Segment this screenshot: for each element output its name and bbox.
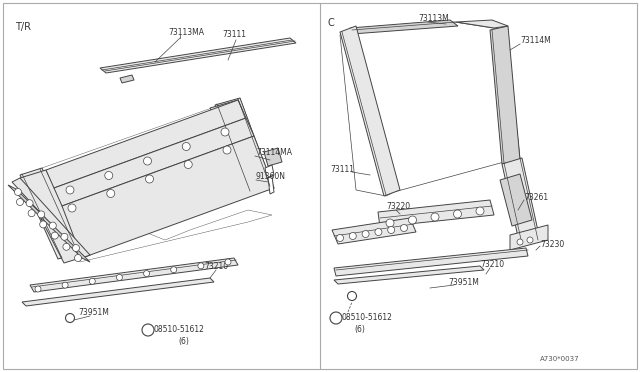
Circle shape: [28, 210, 35, 217]
Circle shape: [105, 171, 113, 180]
Polygon shape: [265, 165, 274, 178]
Circle shape: [349, 232, 356, 240]
Circle shape: [15, 189, 22, 196]
Text: 91360N: 91360N: [256, 172, 286, 181]
Polygon shape: [100, 38, 296, 73]
Polygon shape: [510, 225, 548, 250]
Polygon shape: [350, 20, 458, 34]
Circle shape: [330, 312, 342, 324]
Polygon shape: [42, 98, 272, 262]
Circle shape: [171, 267, 177, 273]
Circle shape: [62, 282, 68, 288]
Circle shape: [527, 237, 533, 243]
Circle shape: [116, 275, 122, 280]
Circle shape: [26, 200, 33, 207]
Text: 73113MA: 73113MA: [168, 28, 204, 37]
Polygon shape: [456, 20, 508, 28]
Text: 73113M: 73113M: [418, 14, 449, 23]
Circle shape: [17, 199, 24, 205]
Circle shape: [454, 210, 461, 218]
Polygon shape: [215, 98, 272, 192]
Circle shape: [49, 222, 56, 229]
Circle shape: [388, 227, 395, 234]
Polygon shape: [22, 278, 214, 306]
Polygon shape: [62, 136, 274, 258]
Polygon shape: [264, 148, 282, 166]
Polygon shape: [120, 75, 134, 83]
Circle shape: [90, 278, 95, 284]
Circle shape: [51, 232, 58, 239]
Circle shape: [348, 292, 356, 301]
Text: 73210: 73210: [204, 262, 228, 271]
Polygon shape: [334, 266, 484, 284]
Circle shape: [223, 146, 231, 154]
Text: (6): (6): [178, 337, 189, 346]
Polygon shape: [340, 26, 400, 196]
Circle shape: [145, 175, 154, 183]
Polygon shape: [210, 100, 274, 196]
Circle shape: [61, 233, 68, 240]
Polygon shape: [20, 170, 90, 263]
Text: 73220: 73220: [386, 202, 410, 211]
Text: (6): (6): [354, 325, 365, 334]
Text: 08510-51612: 08510-51612: [342, 313, 393, 322]
Circle shape: [65, 314, 74, 323]
Circle shape: [143, 157, 152, 165]
Polygon shape: [20, 168, 80, 259]
Text: 73114M: 73114M: [520, 36, 551, 45]
Polygon shape: [12, 178, 90, 258]
Circle shape: [386, 219, 394, 227]
Circle shape: [184, 160, 192, 169]
Circle shape: [38, 211, 45, 218]
Text: 73230: 73230: [540, 240, 564, 249]
Polygon shape: [54, 118, 254, 206]
Circle shape: [142, 324, 154, 336]
Circle shape: [375, 228, 382, 235]
Circle shape: [40, 221, 47, 228]
Text: 73951M: 73951M: [78, 308, 109, 317]
Polygon shape: [268, 176, 274, 194]
Polygon shape: [340, 22, 520, 196]
Circle shape: [182, 142, 190, 151]
Circle shape: [66, 186, 74, 194]
Polygon shape: [500, 174, 532, 226]
Text: S: S: [146, 327, 150, 333]
Circle shape: [74, 254, 81, 262]
Polygon shape: [46, 100, 246, 188]
Polygon shape: [490, 26, 520, 164]
Circle shape: [143, 270, 150, 276]
Text: 73210: 73210: [480, 260, 504, 269]
Circle shape: [107, 189, 115, 198]
Text: S: S: [334, 315, 338, 321]
Circle shape: [198, 263, 204, 269]
Circle shape: [35, 286, 41, 292]
Polygon shape: [502, 158, 540, 246]
Text: 08510-51612: 08510-51612: [154, 325, 205, 334]
Text: A730*0037: A730*0037: [540, 356, 580, 362]
Circle shape: [431, 213, 439, 221]
Text: 73261: 73261: [524, 193, 548, 202]
Circle shape: [362, 231, 369, 237]
Circle shape: [517, 239, 523, 245]
Polygon shape: [334, 248, 528, 276]
Circle shape: [221, 128, 229, 136]
Circle shape: [337, 234, 344, 241]
Circle shape: [225, 259, 231, 265]
Polygon shape: [378, 200, 494, 227]
Circle shape: [476, 207, 484, 215]
Polygon shape: [332, 218, 416, 244]
Text: 73114MA: 73114MA: [256, 148, 292, 157]
Polygon shape: [8, 185, 90, 262]
Text: C: C: [328, 18, 335, 28]
Circle shape: [408, 216, 417, 224]
Text: T/R: T/R: [15, 22, 31, 32]
Text: 73111: 73111: [330, 165, 354, 174]
Text: 73111: 73111: [222, 30, 246, 39]
Circle shape: [401, 224, 408, 231]
Polygon shape: [30, 258, 238, 292]
Circle shape: [63, 243, 70, 250]
Circle shape: [68, 204, 76, 212]
Text: 73951M: 73951M: [448, 278, 479, 287]
Circle shape: [72, 244, 79, 251]
